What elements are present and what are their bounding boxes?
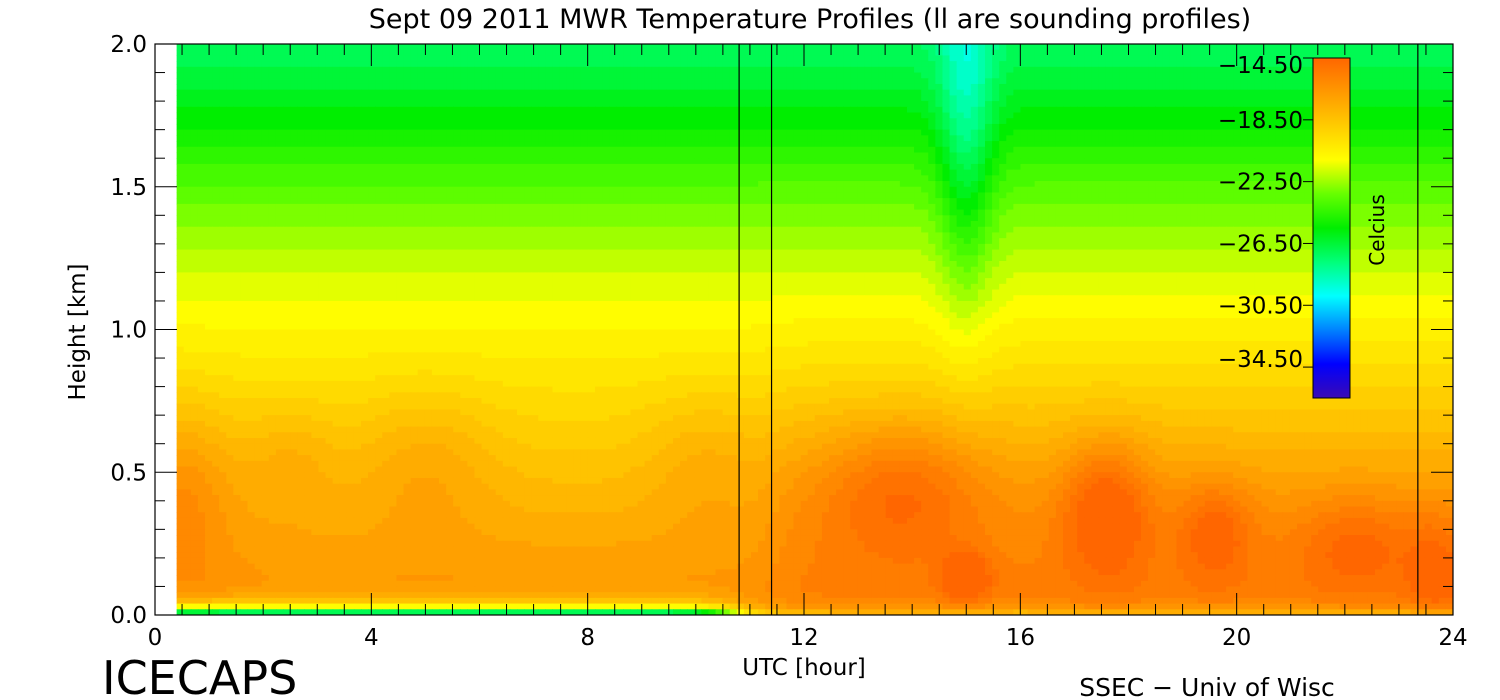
colorbar-label: Celcius — [1365, 194, 1389, 265]
y-axis-ticks: 0.0 0.5 1.0 1.5 2.0 — [110, 32, 1453, 629]
chart-title: Sept 09 2011 MWR Temperature Profiles (l… — [369, 4, 1251, 35]
sounding-profile-lines — [738, 44, 1419, 615]
colorbar-tick-label: −26.50 — [1218, 231, 1303, 257]
heatmap-field — [176, 44, 1453, 615]
y-axis-label: Height [km] — [65, 263, 91, 400]
x-tick-label: 4 — [364, 625, 379, 651]
x-axis-ticks: 0 4 8 12 16 20 24 — [148, 44, 1468, 651]
colorbar-tick-label: −30.50 — [1218, 293, 1303, 319]
ssec-credit: SSEC − Univ of Wisc — [1079, 673, 1335, 700]
colorbar-tick-label: −14.50 — [1218, 53, 1303, 79]
x-axis-label: UTC [hour] — [742, 655, 866, 681]
icecaps-label: ICECAPS — [102, 651, 297, 700]
x-tick-label: 12 — [789, 625, 818, 651]
colorbar-gradient — [1312, 57, 1351, 399]
colorbar: −14.50 −18.50 −22.50 −26.50 −30.50 −34.50 Cel… — [1218, 53, 1389, 399]
colorbar-tick-label: −18.50 — [1218, 108, 1303, 134]
y-tick-label: 0.0 — [110, 603, 147, 629]
x-tick-label: 20 — [1222, 625, 1251, 651]
colorbar-tick-label: −22.50 — [1218, 170, 1303, 196]
x-tick-label: 0 — [148, 625, 163, 651]
y-tick-label: 0.5 — [110, 460, 147, 486]
x-tick-label: 24 — [1438, 625, 1467, 651]
y-tick-label: 1.0 — [110, 318, 147, 344]
y-tick-label: 2.0 — [110, 32, 147, 58]
y-tick-label: 1.5 — [110, 175, 147, 201]
colorbar-ticks: −14.50 −18.50 −22.50 −26.50 −30.50 −34.50 — [1218, 53, 1313, 373]
colorbar-tick-label: −34.50 — [1218, 347, 1303, 373]
x-tick-label: 8 — [580, 625, 595, 651]
x-tick-label: 16 — [1006, 625, 1035, 651]
